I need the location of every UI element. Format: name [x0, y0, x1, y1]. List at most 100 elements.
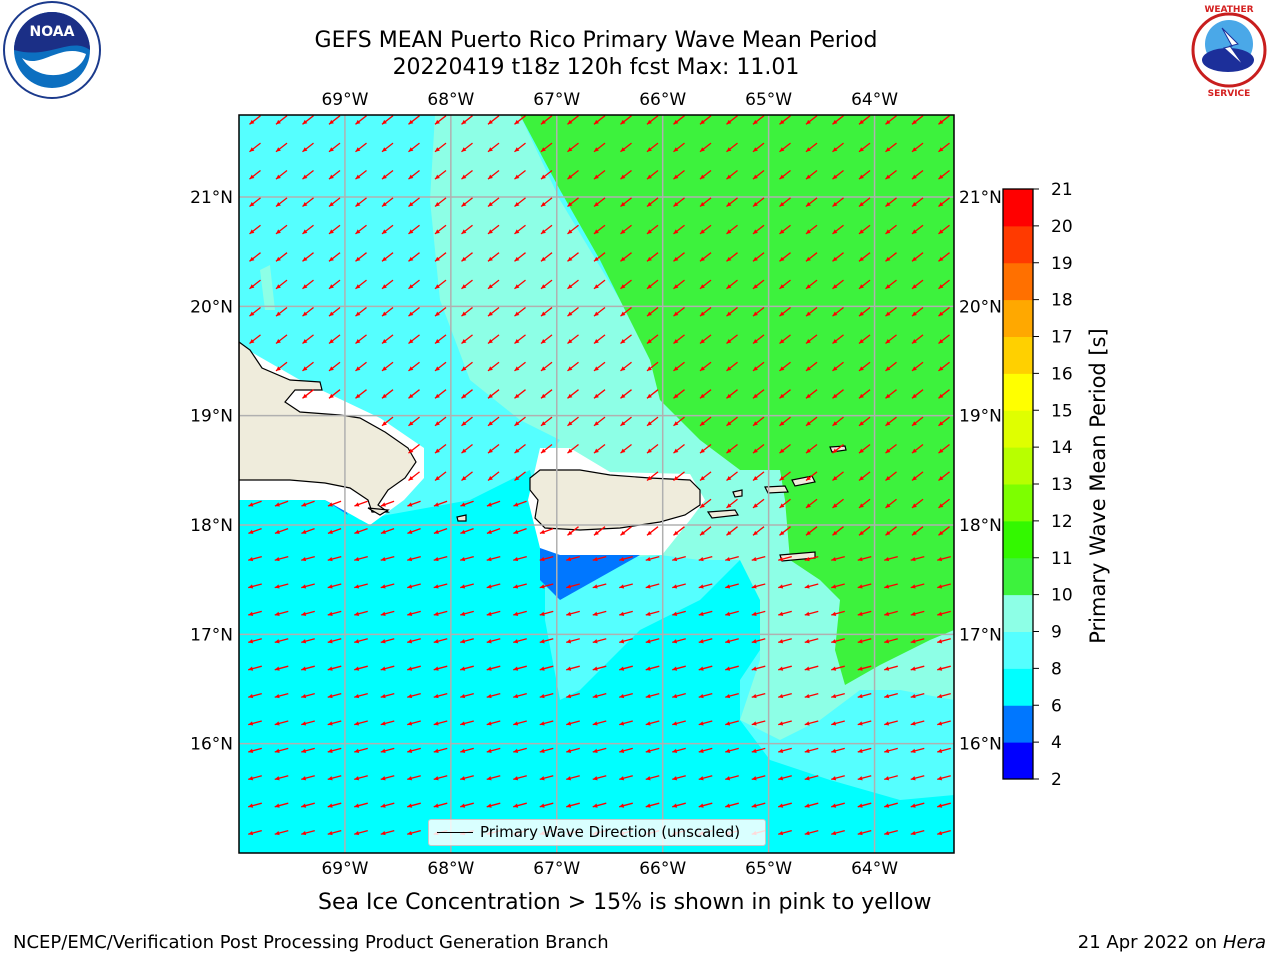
wave-direction-arrow: [805, 443, 818, 454]
wave-direction-arrow: [301, 829, 315, 836]
wave-direction-arrow: [408, 169, 420, 180]
wave-direction-arrow: [805, 416, 818, 427]
wave-direction-arrow: [673, 389, 685, 399]
lon-tick-label: 65°W: [745, 90, 792, 110]
colorbar-tick-label: 4: [1051, 733, 1062, 753]
colorbar-segment: [1003, 557, 1033, 596]
wave-direction-arrow: [805, 224, 818, 235]
wave-direction-arrow: [301, 638, 315, 644]
wave-direction-arrow: [407, 775, 421, 781]
wave-direction-arrow: [514, 334, 526, 345]
wave-direction-arrow: [805, 471, 818, 482]
wave-direction-arrow: [593, 224, 606, 235]
colorbar-tick-label: 17: [1051, 328, 1073, 348]
wave-direction-arrow: [354, 720, 368, 726]
wave-direction-arrow: [593, 443, 606, 454]
wave-direction-arrow: [726, 306, 738, 317]
lat-tick-label: 21°N: [190, 188, 233, 208]
wave-direction-arrow: [514, 279, 526, 290]
colorbar-tick-label: 8: [1051, 659, 1062, 679]
wave-direction-arrow: [434, 142, 447, 153]
wave-direction-arrow: [487, 252, 500, 262]
wave-direction-arrow: [832, 306, 844, 317]
wave-direction-arrow: [911, 224, 924, 235]
wave-direction-arrow: [752, 443, 765, 454]
wave-direction-arrow: [910, 665, 925, 671]
wave-direction-arrow: [673, 416, 685, 427]
wave-direction-arrow: [699, 334, 712, 345]
colorbar-segment: [1003, 705, 1033, 743]
wave-direction-arrow: [513, 720, 527, 726]
wave-direction-arrow: [884, 829, 898, 836]
wave-direction-arrow: [461, 279, 473, 290]
wave-direction-arrow: [938, 252, 950, 262]
wave-direction-arrow: [725, 802, 739, 808]
wave-direction-arrow: [567, 389, 579, 399]
wave-direction-arrow: [327, 775, 342, 781]
wave-direction-arrow: [885, 197, 897, 208]
wave-direction-arrow: [460, 692, 474, 699]
wave-direction-arrow: [354, 692, 368, 699]
wave-direction-arrow: [593, 115, 606, 125]
wave-direction-arrow: [751, 583, 766, 589]
wave-direction-arrow: [567, 197, 579, 208]
wave-direction-arrow: [779, 279, 791, 290]
wave-direction-arrow: [831, 610, 845, 616]
wave-direction-arrow: [858, 115, 871, 125]
wave-direction-arrow: [646, 471, 659, 482]
wave-direction-arrow: [646, 252, 659, 262]
wave-direction-arrow: [460, 747, 474, 753]
wave-direction-arrow: [327, 555, 342, 562]
wave-direction-arrow: [646, 416, 659, 427]
wave-direction-arrow: [301, 527, 315, 535]
wave-direction-arrow: [857, 775, 872, 781]
wave-direction-arrow: [381, 197, 394, 208]
wave-direction-arrow: [726, 252, 738, 262]
colorbar-tick-label: 18: [1051, 291, 1073, 311]
wave-direction-arrow: [275, 169, 288, 180]
svg-text:WEATHER: WEATHER: [1204, 5, 1253, 15]
mona-island: [456, 514, 467, 522]
wave-direction-arrow: [751, 747, 766, 753]
wave-direction-arrow: [645, 610, 660, 616]
wave-direction-arrow: [355, 169, 367, 180]
wave-direction-arrow: [620, 306, 632, 317]
wave-direction-arrow: [779, 169, 791, 180]
wave-direction-arrow: [857, 555, 872, 562]
wave-direction-arrow: [380, 775, 395, 781]
wave-direction-arrow: [593, 142, 606, 153]
wave-direction-arrow: [301, 802, 315, 808]
sea-ice-note: Sea Ice Concentration > 15% is shown in …: [318, 890, 932, 915]
wave-direction-arrow: [407, 583, 421, 589]
wave-direction-arrow: [804, 692, 819, 699]
lat-tick-label: 21°N: [959, 188, 1002, 208]
wave-direction-arrow: [381, 224, 394, 235]
wave-direction-arrow: [645, 802, 660, 808]
wave-direction-arrow: [487, 279, 500, 290]
wave-direction-arrow: [673, 526, 685, 536]
wave-direction-arrow: [885, 416, 897, 427]
wave-direction-arrow: [274, 720, 289, 726]
wave-direction-arrow: [328, 169, 341, 180]
wave-direction-arrow: [355, 197, 367, 208]
wave-direction-arrow: [884, 775, 898, 781]
wave-direction-arrow: [646, 443, 659, 454]
lat-tick-label: 16°N: [959, 735, 1002, 755]
wave-direction-arrow: [804, 638, 819, 644]
wave-direction-arrow: [646, 279, 659, 290]
wave-direction-arrow: [857, 747, 872, 753]
wave-direction-arrow: [327, 802, 342, 808]
colorbar-segment: [1003, 373, 1033, 411]
wave-direction-arrow: [938, 416, 950, 427]
lat-tick-label: 17°N: [190, 625, 233, 645]
wave-direction-arrow: [858, 443, 871, 454]
colorbar-tick-label: 2: [1051, 770, 1062, 790]
wave-direction-arrow: [327, 583, 342, 589]
wave-direction-arrow: [620, 389, 632, 399]
wave-direction-arrow: [831, 555, 845, 562]
wave-direction-arrow: [513, 555, 527, 562]
wave-direction-arrow: [275, 279, 288, 290]
wave-direction-arrow: [380, 829, 395, 836]
wave-direction-arrow: [804, 583, 819, 589]
hispaniola-land: [239, 341, 417, 513]
